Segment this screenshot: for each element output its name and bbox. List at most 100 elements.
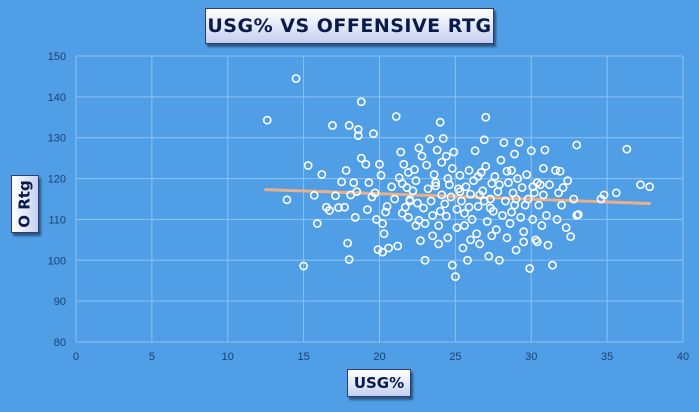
- data-point: [555, 166, 565, 176]
- data-point: [481, 112, 491, 122]
- data-point: [464, 165, 474, 175]
- data-point: [362, 205, 372, 215]
- data-point: [343, 238, 353, 248]
- data-points: [262, 74, 655, 282]
- data-point: [317, 170, 327, 179]
- data-point: [481, 161, 491, 171]
- data-point: [387, 182, 397, 192]
- y-tick-label: 150: [48, 51, 66, 63]
- data-point: [350, 212, 360, 222]
- data-point: [440, 199, 450, 209]
- data-point: [473, 201, 483, 211]
- data-point: [309, 190, 319, 200]
- data-point: [382, 201, 392, 211]
- data-point: [528, 215, 538, 224]
- y-tick-label: 140: [48, 92, 66, 104]
- data-point: [376, 170, 386, 180]
- data-point: [303, 161, 313, 170]
- data-point: [403, 168, 413, 177]
- data-point: [334, 203, 343, 212]
- data-point: [502, 233, 512, 243]
- data-point: [498, 210, 507, 220]
- x-tick-label: 30: [525, 351, 537, 363]
- data-point: [341, 165, 351, 175]
- data-point: [397, 208, 407, 218]
- data-point: [428, 210, 438, 220]
- data-point: [393, 241, 403, 251]
- data-point: [299, 261, 309, 271]
- data-point: [423, 184, 433, 194]
- data-point: [452, 223, 462, 232]
- x-tick-label: 15: [298, 351, 310, 363]
- data-point: [378, 219, 387, 228]
- data-point: [494, 255, 504, 265]
- data-point: [378, 247, 387, 257]
- data-point: [411, 221, 421, 230]
- data-point: [467, 215, 477, 224]
- data-point: [353, 131, 363, 141]
- data-point: [356, 153, 366, 163]
- data-point: [344, 255, 354, 264]
- data-point: [572, 140, 582, 150]
- data-point: [526, 146, 536, 156]
- data-point: [413, 198, 422, 208]
- data-point: [441, 211, 451, 221]
- data-point: [472, 229, 482, 239]
- data-point: [491, 225, 501, 235]
- data-point: [566, 232, 576, 241]
- y-tick-label: 100: [48, 255, 66, 267]
- data-point: [449, 147, 459, 157]
- data-point: [428, 231, 438, 241]
- data-point: [420, 255, 430, 265]
- data-point: [396, 147, 406, 157]
- data-point: [422, 160, 431, 170]
- x-tick-label: 10: [222, 351, 234, 363]
- data-point: [344, 121, 354, 130]
- data-point: [499, 138, 509, 148]
- data-point: [312, 219, 322, 228]
- data-point: [444, 180, 454, 190]
- data-point: [519, 237, 529, 247]
- data-point: [379, 229, 389, 239]
- data-point: [479, 196, 489, 206]
- data-point: [561, 223, 571, 232]
- data-point: [505, 219, 515, 228]
- data-point: [420, 219, 430, 228]
- data-point: [429, 170, 439, 179]
- y-tick-label: 130: [48, 133, 66, 145]
- data-point: [450, 272, 460, 282]
- data-point: [510, 149, 519, 159]
- x-tick-label: 25: [449, 351, 461, 363]
- data-point: [431, 181, 441, 191]
- data-point: [622, 144, 632, 154]
- data-point: [460, 221, 469, 230]
- data-point: [414, 143, 424, 153]
- data-point: [437, 157, 447, 167]
- data-point: [557, 200, 566, 210]
- data-point: [452, 204, 462, 214]
- data-point: [516, 212, 526, 222]
- data-point: [437, 190, 447, 200]
- data-point: [511, 245, 521, 255]
- data-point: [291, 74, 301, 83]
- data-point: [435, 206, 445, 216]
- y-tick-label: 90: [54, 296, 66, 308]
- data-point: [569, 194, 579, 204]
- data-point: [528, 182, 538, 192]
- data-point: [411, 176, 421, 186]
- data-point: [538, 163, 548, 173]
- data-point: [517, 183, 527, 192]
- data-point: [446, 192, 456, 202]
- data-point: [464, 202, 474, 212]
- data-point: [525, 264, 535, 273]
- data-point: [507, 207, 516, 217]
- data-point: [573, 210, 583, 219]
- data-point: [435, 117, 445, 127]
- data-point: [364, 178, 374, 188]
- data-point: [523, 194, 533, 204]
- data-point: [455, 170, 465, 180]
- data-point: [262, 115, 272, 125]
- data-point: [554, 188, 563, 198]
- data-point: [432, 145, 442, 155]
- data-point: [391, 112, 401, 121]
